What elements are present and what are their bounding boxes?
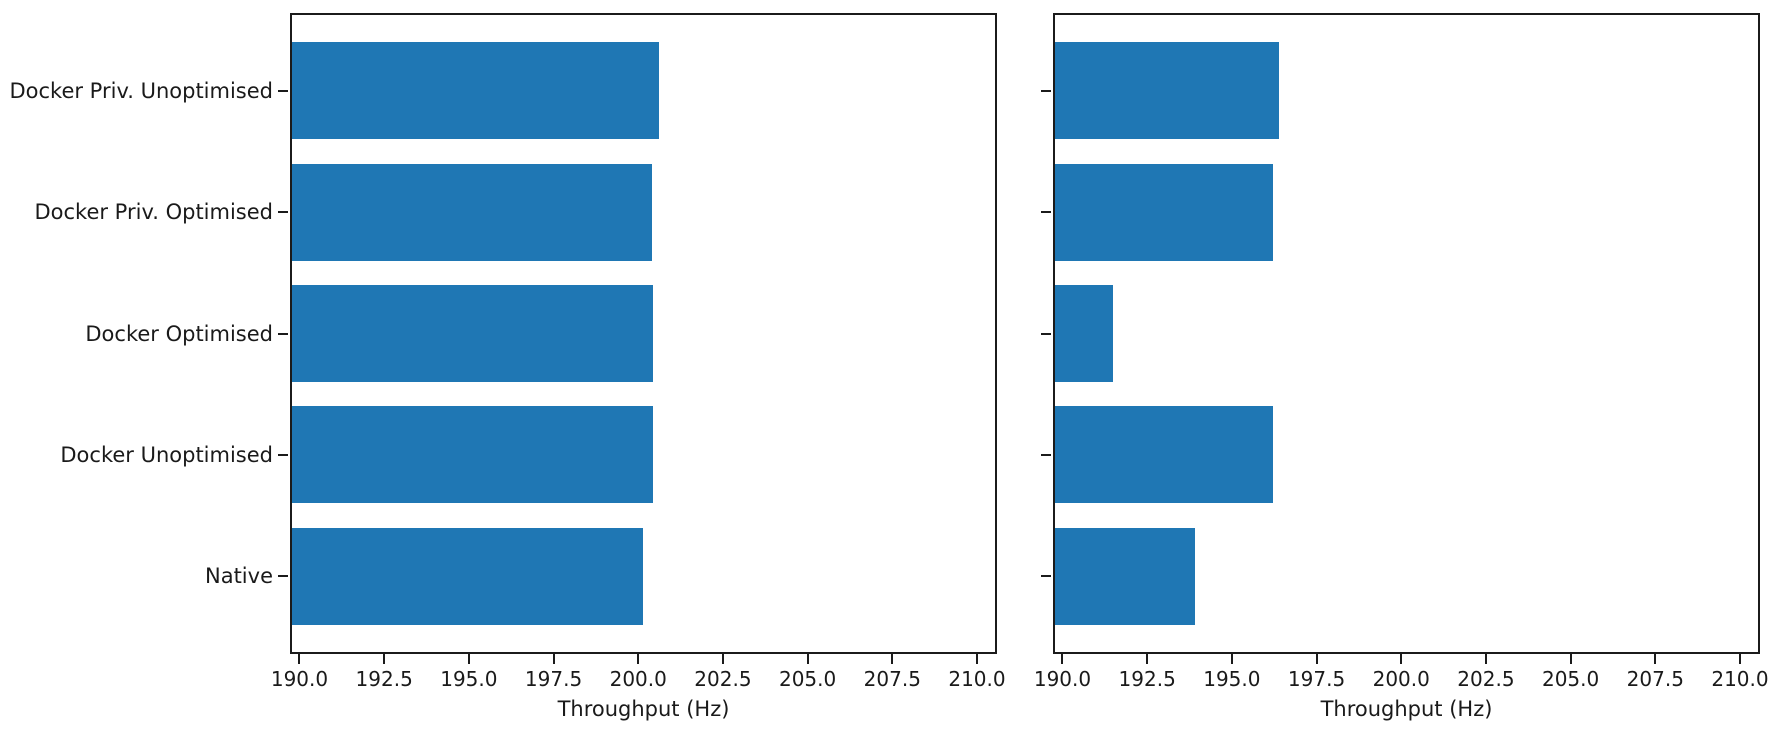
x-tick-label-192-5: 192.5 bbox=[1118, 667, 1176, 691]
bar-docker-unoptimised bbox=[1053, 406, 1273, 504]
y-tick-docker-unoptimised bbox=[1041, 453, 1051, 456]
x-tick-label-205-0: 205.0 bbox=[1541, 667, 1600, 691]
x-tick-label-210-0: 210.0 bbox=[1711, 667, 1769, 691]
y-tick-label-native: Native bbox=[205, 564, 273, 589]
x-tick-label-195-0: 195.0 bbox=[1203, 667, 1261, 691]
x-tick-192-5 bbox=[383, 654, 386, 664]
x-tick-label-190-0: 190.0 bbox=[270, 667, 329, 691]
x-tick-210-0 bbox=[976, 654, 978, 664]
x-tick-195-0 bbox=[467, 654, 470, 664]
bar-docker-priv-unoptimised bbox=[1053, 42, 1280, 140]
x-tick-label-195-0: 195.0 bbox=[440, 667, 498, 691]
y-tick-docker-priv-optimised bbox=[1041, 211, 1051, 214]
bar-native bbox=[290, 527, 644, 625]
x-tick-207-5 bbox=[891, 654, 894, 664]
y-tick-docker-priv-unoptimised bbox=[278, 89, 288, 92]
bar-docker-optimised bbox=[290, 284, 654, 383]
bar-docker-unoptimised bbox=[290, 406, 654, 504]
bar-docker-priv-optimised bbox=[1053, 163, 1273, 261]
x-tick-label-202-5: 202.5 bbox=[694, 667, 752, 691]
x-tick-205-0 bbox=[1569, 654, 1572, 664]
y-tick-docker-optimised bbox=[278, 332, 288, 335]
right-axes: 190.0 192.5 195.0 197.5 200.0 202.5 205.0 207.5… bbox=[1034, 13, 1769, 691]
x-tick-label-197-5: 197.5 bbox=[1287, 667, 1346, 691]
x-tick-197-5 bbox=[552, 654, 555, 664]
y-tick-docker-priv-optimised bbox=[278, 211, 288, 214]
x-tick-label-202-5: 202.5 bbox=[1457, 667, 1515, 691]
x-axis-label-left: Throughput (Hz) bbox=[557, 697, 730, 721]
x-tick-192-5 bbox=[1146, 654, 1149, 664]
bar-docker-priv-unoptimised bbox=[290, 42, 659, 140]
x-tick-label-197-5: 197.5 bbox=[524, 667, 583, 691]
x-tick-195-0 bbox=[1230, 654, 1233, 664]
x-tick-label-192-5: 192.5 bbox=[355, 667, 413, 691]
y-tick-label-docker-optimised: Docker Optimised bbox=[85, 321, 273, 346]
y-tick-docker-optimised bbox=[1041, 332, 1051, 335]
x-tick-label-207-5: 207.5 bbox=[863, 667, 921, 691]
x-tick-205-0 bbox=[806, 654, 809, 664]
x-tick-210-0 bbox=[1739, 654, 1741, 664]
x-tick-label-207-5: 207.5 bbox=[1626, 667, 1684, 691]
x-tick-197-5 bbox=[1315, 654, 1318, 664]
y-tick-native bbox=[278, 575, 288, 578]
x-tick-label-210-0: 210.0 bbox=[948, 667, 1006, 691]
x-tick-label-190-0: 190.0 bbox=[1033, 667, 1092, 691]
x-tick-190-0 bbox=[1061, 654, 1064, 664]
y-tick-docker-unoptimised bbox=[278, 453, 288, 456]
left-axes: Docker Priv. Unoptimised Docker Priv. Opt… bbox=[9, 13, 1006, 691]
bar-docker-priv-optimised bbox=[290, 163, 652, 261]
y-tick-label-docker-priv-optimised: Docker Priv. Optimised bbox=[34, 200, 273, 225]
plot-frame bbox=[290, 13, 997, 654]
x-tick-202-5 bbox=[1484, 654, 1487, 664]
bar-native bbox=[1053, 527, 1195, 625]
plot-frame bbox=[1053, 13, 1760, 654]
x-tick-200-0 bbox=[637, 654, 640, 664]
x-tick-202-5 bbox=[721, 654, 724, 664]
x-tick-207-5 bbox=[1654, 654, 1657, 664]
x-tick-200-0 bbox=[1400, 654, 1403, 664]
x-tick-190-0 bbox=[298, 654, 301, 664]
x-axis-label-right: Throughput (Hz) bbox=[1320, 697, 1493, 721]
x-tick-label-205-0: 205.0 bbox=[778, 667, 837, 691]
y-tick-label-docker-unoptimised: Docker Unoptimised bbox=[60, 442, 273, 467]
x-tick-label-200-0: 200.0 bbox=[1372, 667, 1430, 691]
y-tick-native bbox=[1041, 575, 1051, 578]
bar-docker-optimised bbox=[1053, 284, 1114, 383]
y-tick-label-docker-priv-unoptimised: Docker Priv. Unoptimised bbox=[9, 78, 273, 103]
y-tick-docker-priv-unoptimised bbox=[1041, 89, 1051, 92]
x-tick-label-200-0: 200.0 bbox=[609, 667, 667, 691]
